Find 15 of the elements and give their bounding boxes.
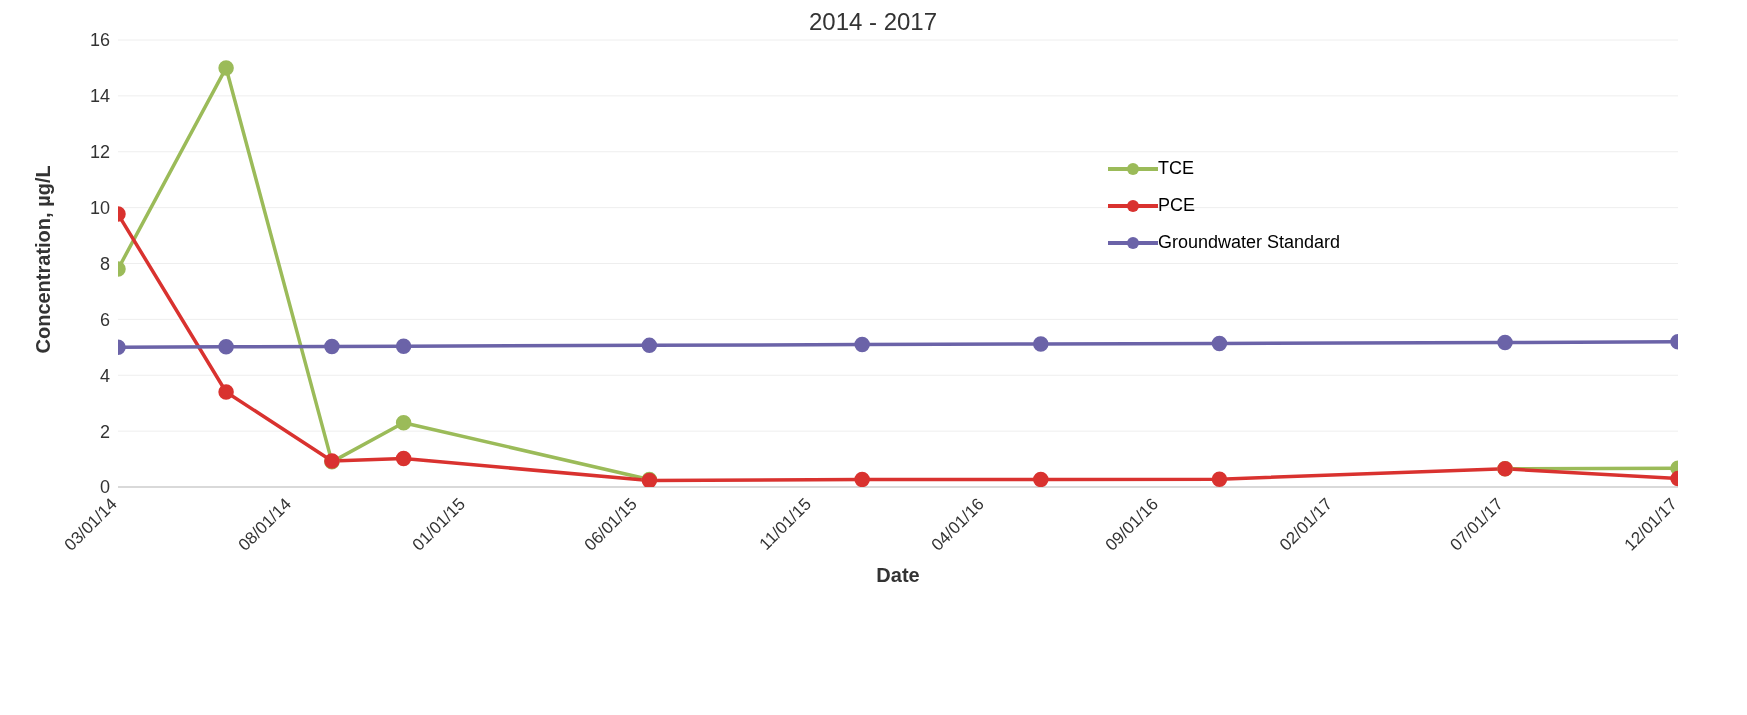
x-axis-title: Date: [876, 564, 920, 586]
y-axis-title: Concentration, µg/L: [32, 165, 55, 354]
y-tick-label: 16: [89, 30, 110, 51]
y-tick-label: 12: [89, 142, 110, 163]
legend-label: TCE: [1158, 158, 1194, 179]
y-tick-label: 0: [99, 477, 110, 498]
y-tick-label: 4: [99, 365, 110, 386]
y-tick-label: 6: [99, 309, 110, 330]
y-tick-label: 10: [89, 198, 110, 219]
chart-title: 2014 - 2017: [808, 8, 938, 35]
y-tick-label: 2: [99, 421, 110, 442]
y-tick-label: 8: [99, 253, 110, 274]
legend-label: Groundwater Standard: [1158, 232, 1341, 253]
y-tick-label: 14: [89, 86, 110, 107]
legend-label: PCE: [1158, 195, 1196, 216]
